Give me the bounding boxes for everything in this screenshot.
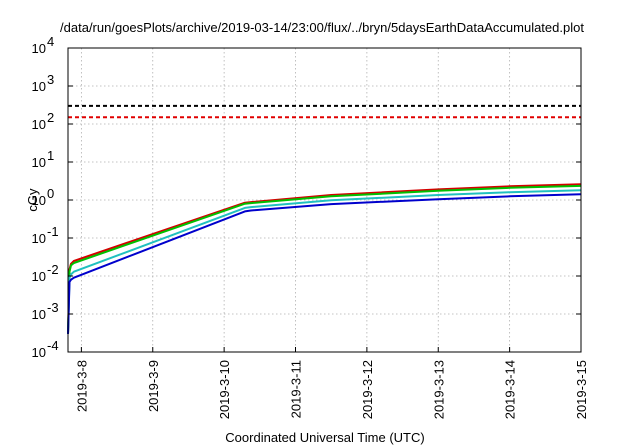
y-tick-label: 10	[32, 193, 46, 208]
threshold-lines	[68, 104, 581, 119]
series-line	[67, 189, 582, 334]
x-axis-label: Coordinated Universal Time (UTC)	[225, 430, 424, 445]
x-tick-label: 2019-3-11	[289, 360, 304, 418]
y-tick-exponent: 1	[47, 148, 54, 163]
y-tick-label: 10	[32, 41, 46, 56]
chart-title: /data/run/goesPlots/archive/2019-03-14/2…	[60, 20, 584, 35]
y-tick-label: 10	[32, 79, 46, 94]
y-tick-exponent: -4	[47, 338, 59, 353]
series-lines	[67, 183, 582, 334]
x-tick-label: 2019-3-12	[360, 360, 375, 419]
y-tick-exponent: -3	[47, 300, 59, 315]
y-tick-exponent: 3	[47, 72, 54, 87]
series-line	[67, 184, 582, 334]
y-tick-exponent: -2	[47, 262, 59, 277]
y-tick-label: 10	[32, 155, 46, 170]
y-tick-label: 10	[32, 307, 46, 322]
y-tick-exponent: -1	[47, 224, 59, 239]
x-tick-label: 2019-3-15	[574, 360, 589, 419]
x-tick-label: 2019-3-9	[146, 360, 161, 412]
y-tick-label: 10	[32, 117, 46, 132]
x-tick-label: 2019-3-14	[503, 360, 518, 419]
y-tick-label: 10	[32, 231, 46, 246]
series-line	[67, 183, 582, 334]
series-line	[67, 193, 582, 334]
y-tick-label: 10	[32, 269, 46, 284]
y-axis-label: cGy	[25, 188, 40, 212]
x-tick-label: 2019-3-8	[74, 360, 89, 412]
y-tick-exponent: 2	[47, 110, 54, 125]
y-tick-label: 10	[32, 345, 46, 360]
x-tick-label: 2019-3-13	[431, 360, 446, 419]
x-tick-labels: 2019-3-8 2019-3-9 2019-3-10 2019-3-11 2019-3…	[74, 347, 589, 419]
y-tick-exponent: 0	[47, 186, 54, 201]
y-tick-exponent: 4	[47, 34, 54, 49]
x-tick-label: 2019-3-10	[217, 360, 232, 419]
